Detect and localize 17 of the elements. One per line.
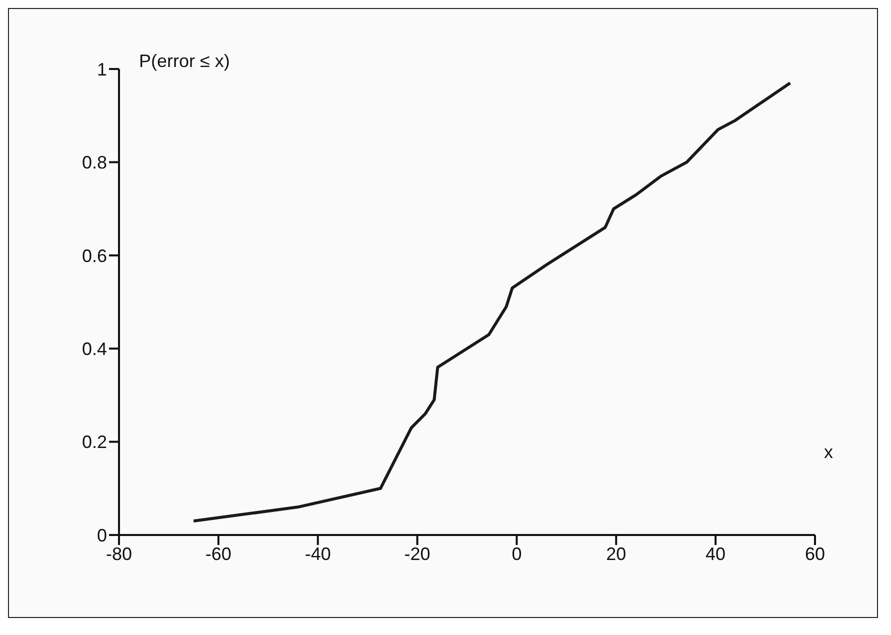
y-tick-label: 0.4 bbox=[82, 338, 107, 359]
x-tick-label: -80 bbox=[106, 544, 132, 564]
x-tick-label: 60 bbox=[804, 544, 826, 564]
x-tick-label: 20 bbox=[606, 544, 626, 564]
y-tick-label: 0.6 bbox=[82, 246, 107, 266]
x-tick-label: -40 bbox=[304, 544, 331, 564]
y-axis-title: P(error ≤ x) bbox=[139, 50, 230, 71]
x-axis-title: x bbox=[824, 442, 833, 462]
y-tick-label: 0.8 bbox=[82, 152, 107, 173]
x-tick-label: 40 bbox=[706, 544, 726, 564]
x-tick-label: -60 bbox=[205, 544, 232, 564]
y-tick-label: 0 bbox=[96, 525, 107, 546]
x-tick-label: -20 bbox=[404, 544, 430, 564]
x-tick-label: 0 bbox=[512, 544, 522, 564]
y-tick-label: 0.2 bbox=[82, 432, 107, 452]
y-tick-label: 1 bbox=[96, 59, 107, 80]
line-series bbox=[192, 81, 792, 523]
